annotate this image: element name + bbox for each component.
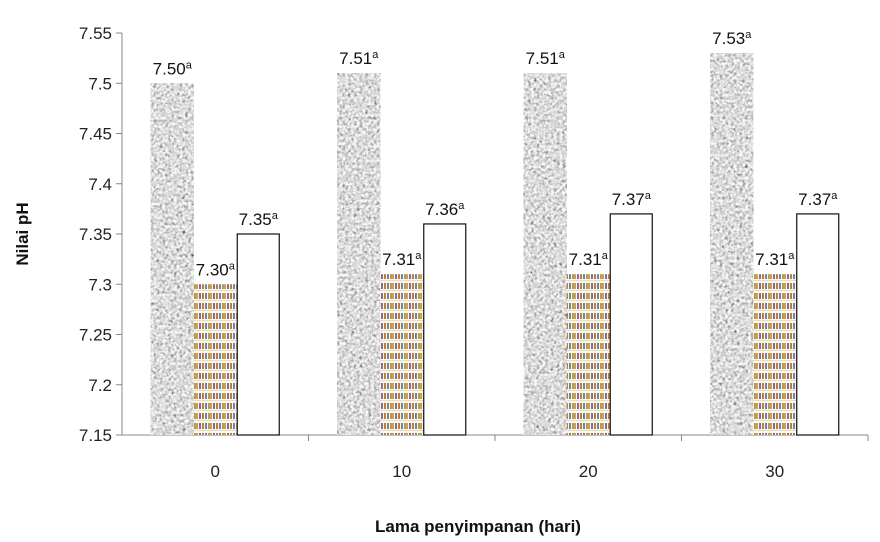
y-tick-label: 7.2 (88, 376, 112, 395)
bar-white-30 (796, 213, 840, 436)
bar-brick-stripes-30 (753, 274, 797, 435)
bar-granite-10 (337, 73, 381, 435)
x-tick-label: 30 (765, 462, 784, 481)
bar-granite-0 (150, 83, 194, 435)
bar-granite-30 (710, 53, 754, 435)
x-axis-title: Lama penyimpanan (hari) (375, 517, 581, 536)
data-label: 7.51a (526, 49, 566, 68)
data-label: 7.50a (153, 59, 193, 78)
data-label: 7.30a (196, 260, 236, 279)
y-tick-label: 7.3 (88, 275, 112, 294)
data-label: 7.31a (569, 250, 609, 269)
bars (150, 53, 840, 436)
bar-granite-20 (523, 73, 567, 435)
data-label: 7.37a (612, 190, 652, 209)
y-tick-label: 7.5 (88, 74, 112, 93)
x-tick-label: 0 (211, 462, 220, 481)
y-tick-label: 7.35 (79, 225, 112, 244)
axes: 7.15 7.2 7.25 7.3 7.35 7.4 7.45 7.5 7.55 0 10 20 30 (79, 24, 869, 481)
y-tick-label: 7.15 (79, 426, 112, 445)
bar-brick-stripes-20 (566, 274, 610, 435)
y-tick-label: 7.4 (88, 175, 112, 194)
x-tick-label: 20 (579, 462, 598, 481)
data-label: 7.35a (239, 210, 279, 229)
y-tick-label: 7.45 (79, 125, 112, 144)
data-label: 7.31a (382, 250, 422, 269)
data-label: 7.31a (755, 250, 795, 269)
bar-brick-stripes-10 (380, 274, 424, 435)
bar-white-20 (609, 213, 653, 436)
bar-brick-stripes-0 (193, 284, 237, 435)
bar-white-10 (423, 223, 467, 436)
data-label: 7.51a (339, 49, 379, 68)
y-axis-title: Nilai pH (13, 202, 32, 265)
data-label: 7.36a (425, 200, 465, 219)
y-tick-label: 7.25 (79, 326, 112, 345)
y-tick-label: 7.55 (79, 24, 112, 43)
data-labels: 7.50a 7.30a 7.35a 7.51a 7.31a 7.36a 7.51a 7.31a… (153, 29, 839, 279)
data-label: 7.37a (798, 190, 838, 209)
x-tick-label: 10 (392, 462, 411, 481)
data-label: 7.53a (712, 29, 752, 48)
bar-white-0 (236, 233, 280, 436)
